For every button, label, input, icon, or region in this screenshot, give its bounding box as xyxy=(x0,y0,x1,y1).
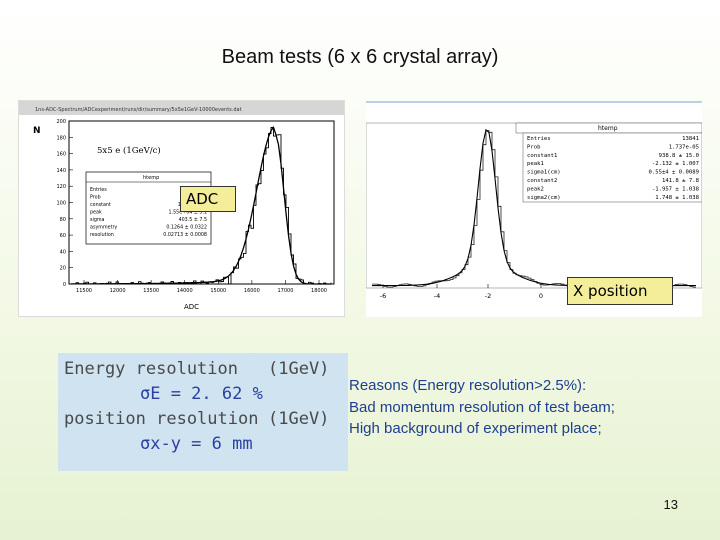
position-resolution-label: position resolution xyxy=(64,409,259,429)
adc-inner-title: 5x5 e (1GeV/c) xyxy=(97,145,161,156)
x-stat-value: 141.8 ± 7.8 xyxy=(662,178,700,184)
page-number: 13 xyxy=(663,497,678,512)
adc-stat-value: 1.55e+04 ± 5.1 xyxy=(169,210,207,216)
reasons-heading: Reasons (Energy resolution>2.5%): xyxy=(349,377,587,394)
adc-y-tick-label: 40 xyxy=(60,249,66,255)
x-stat-name: sigma1(cm) xyxy=(527,170,561,176)
x-stats-box xyxy=(522,132,702,203)
adc-callout-label: ADC xyxy=(180,186,236,212)
adc-x-tick-label: 15000 xyxy=(210,288,226,294)
position-resolution-condition: (1GeV) xyxy=(268,409,330,429)
adc-x-tick-label: 12000 xyxy=(110,288,126,294)
adc-fit-curve xyxy=(71,125,331,285)
energy-resolution-label: Energy resolution xyxy=(64,359,238,379)
x-tick-label: -6 xyxy=(380,292,386,300)
adc-stat-name: Prob xyxy=(90,195,101,201)
x-stat-value: 1.748 ± 1.038 xyxy=(655,195,699,201)
adc-y-tick-label: 160 xyxy=(56,152,66,158)
adc-x-tick-label: 16000 xyxy=(244,288,260,294)
adc-x-tick-label: 18000 xyxy=(311,288,327,294)
adc-y-tick-label: 20 xyxy=(60,266,66,272)
x-stat-value: -2.132 ± 1.007 xyxy=(652,161,699,167)
position-resolution-formula: σx-y = 6 mm xyxy=(140,434,253,454)
adc-stat-name: asymmetry xyxy=(90,225,117,231)
adc-stat-name: peak xyxy=(90,210,102,216)
x-stat-name: sigma2(cm) xyxy=(527,195,561,201)
x-stat-name: peak1 xyxy=(527,161,544,167)
adc-x-tick-label: 17000 xyxy=(277,288,293,294)
adc-y-tick-label: 120 xyxy=(56,184,66,190)
adc-histogram-svg: 1ns-ADC-Spectrum/ADCexperiment/runs/dir/… xyxy=(19,101,344,311)
x-stat-value: 938.8 ± 15.0 xyxy=(659,153,699,159)
adc-y-tick-label: 180 xyxy=(56,135,66,141)
energy-resolution-condition: (1GeV) xyxy=(268,359,330,379)
adc-stat-name: constant xyxy=(90,202,111,208)
adc-header-bar xyxy=(19,101,344,115)
adc-y-tick-label: 200 xyxy=(56,119,66,125)
slide-title: Beam tests (6 x 6 crystal array) xyxy=(221,46,499,68)
reasons-text: Reasons (Energy resolution>2.5%): Bad mo… xyxy=(349,375,689,440)
x-stat-value: 13841 xyxy=(682,136,699,142)
x-tick-label: -4 xyxy=(434,292,440,300)
adc-y-tick-label: 0 xyxy=(63,282,66,288)
adc-stat-value: 0.02713 ± 0.0008 xyxy=(163,232,207,238)
adc-stat-name: resolution xyxy=(90,232,114,238)
adc-stat-name: sigma xyxy=(90,217,105,223)
x-stat-value: -1.957 ± 1.038 xyxy=(652,186,700,192)
adc-stat-value: 403.5 ± 7.5 xyxy=(179,217,207,223)
adc-histogram-panel: 1ns-ADC-Spectrum/ADCexperiment/runs/dir/… xyxy=(18,100,345,317)
x-position-callout-label: X position xyxy=(567,277,673,305)
adc-y-tick-label: 140 xyxy=(56,168,66,174)
x-stat-name: constant2 xyxy=(527,178,557,184)
energy-resolution-formula: σE = 2. 62 % xyxy=(140,384,263,404)
x-stats-title: htemp xyxy=(598,125,618,132)
reason-momentum: Bad momentum resolution of test beam; xyxy=(349,398,615,416)
x-tick-label: 0 xyxy=(539,292,543,300)
adc-x-tick-label: 13500 xyxy=(143,288,159,294)
adc-x-tick-label: 11500 xyxy=(76,288,92,294)
x-stat-name: peak2 xyxy=(527,186,544,192)
adc-stat-name: Entries xyxy=(90,187,107,193)
x-stat-value: 1.737e-05 xyxy=(669,144,699,150)
adc-x-tick-label: 14000 xyxy=(177,288,193,294)
x-position-histogram-svg: htemp Entries 13841 Prob 1.737e-05 constant1… xyxy=(366,122,702,300)
adc-y-tick-label: 60 xyxy=(60,233,66,239)
x-stat-name: constant1 xyxy=(527,153,557,159)
x-stat-value: 0.55±4 ± 0.0089 xyxy=(648,170,699,176)
adc-y-tick-label: 100 xyxy=(56,201,66,207)
reason-background: High background of experiment place; xyxy=(349,420,602,437)
adc-stat-value: 0.1264 ± 0.0322 xyxy=(166,225,207,231)
adc-x-label: ADC xyxy=(184,303,199,311)
adc-header-text: 1ns-ADC-Spectrum/ADCexperiment/runs/dir/… xyxy=(35,107,242,113)
x-position-histogram-panel: htemp Entries 13841 Prob 1.737e-05 constant1… xyxy=(366,101,702,317)
adc-y-tick-label: 80 xyxy=(60,217,66,223)
adc-y-label: N xyxy=(33,126,41,136)
x-tick-label: -2 xyxy=(485,292,491,300)
adc-stats-title: htemp xyxy=(143,175,159,181)
resolution-summary-box: Energy resolution (1GeV) σE = 2. 62 % po… xyxy=(58,353,348,471)
x-stat-name: Prob xyxy=(527,144,541,150)
x-stat-name: Entries xyxy=(527,136,551,142)
